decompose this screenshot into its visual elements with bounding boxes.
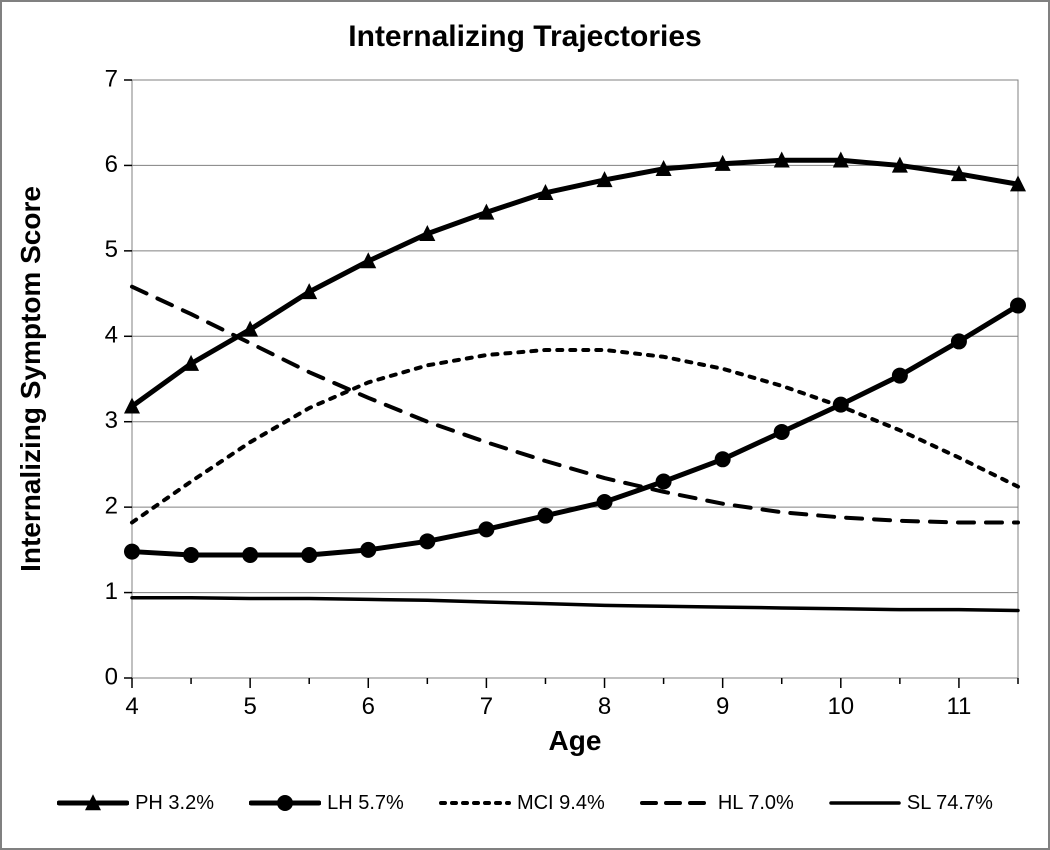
svg-text:5: 5	[105, 236, 118, 263]
legend-swatch	[439, 790, 511, 816]
legend-item: HL 7.0%	[640, 790, 794, 816]
legend-label: MCI 9.4%	[517, 792, 605, 815]
svg-text:4: 4	[125, 693, 138, 720]
legend-swatch	[829, 790, 901, 816]
svg-text:10: 10	[827, 693, 854, 720]
svg-text:8: 8	[598, 693, 611, 720]
chart-frame: Internalizing Trajectories 0 1 2 3 4 5 6 7 4 5 6 7 8…	[0, 0, 1050, 850]
svg-text:5: 5	[243, 693, 256, 720]
svg-text:3: 3	[105, 407, 118, 434]
legend-item: LH 5.7%	[249, 790, 404, 816]
svg-text:9: 9	[716, 693, 729, 720]
chart-title: Internalizing Trajectories	[2, 2, 1048, 60]
legend-label: HL 7.0%	[718, 792, 794, 815]
svg-text:2: 2	[105, 492, 118, 519]
svg-text:1: 1	[105, 578, 118, 605]
legend-label: PH 3.2%	[135, 792, 214, 815]
chart-plot-area: 0 1 2 3 4 5 6 7 4 5 6 7 8 9 10 11 Age Internalizing Sympt…	[2, 60, 1048, 768]
svg-text:4: 4	[105, 322, 118, 349]
chart-legend: PH 3.2% LH 5.7% MCI 9.4% HL 7.0% SL 74.7%	[2, 768, 1048, 848]
svg-text:6: 6	[105, 151, 118, 178]
svg-text:Age: Age	[549, 725, 602, 756]
legend-item: PH 3.2%	[57, 790, 214, 816]
legend-swatch	[640, 790, 712, 816]
svg-text:Internalizing Symptom Score: Internalizing Symptom Score	[15, 186, 46, 572]
legend-label: SL 74.7%	[907, 792, 993, 815]
legend-swatch	[249, 790, 321, 816]
svg-text:11: 11	[946, 693, 971, 720]
legend-item: MCI 9.4%	[439, 790, 605, 816]
legend-label: LH 5.7%	[327, 792, 404, 815]
svg-text:7: 7	[105, 65, 118, 92]
svg-text:0: 0	[105, 663, 118, 690]
legend-swatch	[57, 790, 129, 816]
svg-text:6: 6	[362, 693, 375, 720]
legend-item: SL 74.7%	[829, 790, 993, 816]
svg-text:7: 7	[480, 693, 493, 720]
chart-svg: 0 1 2 3 4 5 6 7 4 5 6 7 8 9 10 11 Age Internalizing Sympt…	[2, 60, 1048, 768]
